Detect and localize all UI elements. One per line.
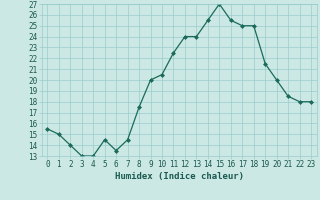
X-axis label: Humidex (Indice chaleur): Humidex (Indice chaleur): [115, 172, 244, 181]
